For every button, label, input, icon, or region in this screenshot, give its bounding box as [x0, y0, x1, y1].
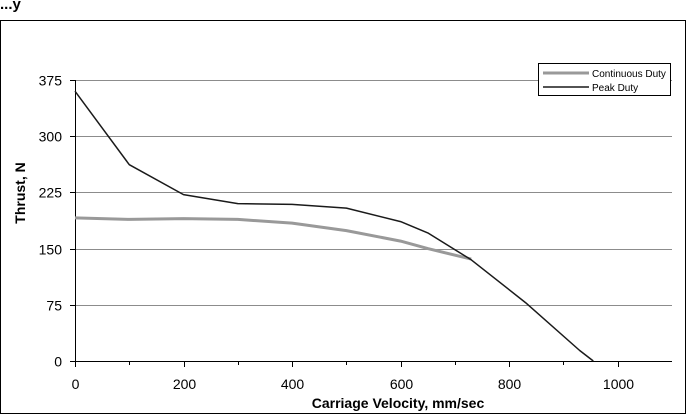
y-tick-label-150: 150	[39, 242, 63, 258]
y-tick-label-300: 300	[39, 129, 63, 145]
axes	[70, 80, 672, 367]
x-tick-label-600: 600	[390, 376, 414, 392]
series-lines	[74, 90, 594, 362]
y-tick-label-75: 75	[46, 298, 62, 314]
x-tick-label-1000: 1000	[603, 376, 634, 392]
y-tick-label-225: 225	[39, 185, 63, 201]
legend-label-continuous: Continuous Duty	[592, 69, 666, 80]
legend-label-peak: Peak Duty	[592, 83, 638, 94]
x-tick-label-400: 400	[281, 376, 305, 392]
series-line-continuous-duty	[74, 216, 472, 261]
y-tick-label-375: 375	[39, 73, 63, 89]
x-tick-label-200: 200	[173, 376, 197, 392]
legend: Continuous Duty Peak Duty	[538, 63, 671, 96]
chart-title: ...y	[0, 0, 22, 13]
x-tick-label-0: 0	[72, 376, 80, 392]
y-tick-label-0: 0	[54, 354, 62, 370]
y-tick-labels: 0 75 150 225 300 375	[39, 73, 63, 370]
x-axis-title: Carriage Velocity, mm/sec	[312, 395, 485, 411]
x-tick-labels: 0 200 400 600 800 1000	[72, 376, 635, 392]
legend-box	[538, 63, 671, 96]
y-axis-title: Thrust, N	[12, 162, 28, 223]
series-line-peak-duty	[74, 90, 594, 362]
x-tick-label-800: 800	[498, 376, 522, 392]
